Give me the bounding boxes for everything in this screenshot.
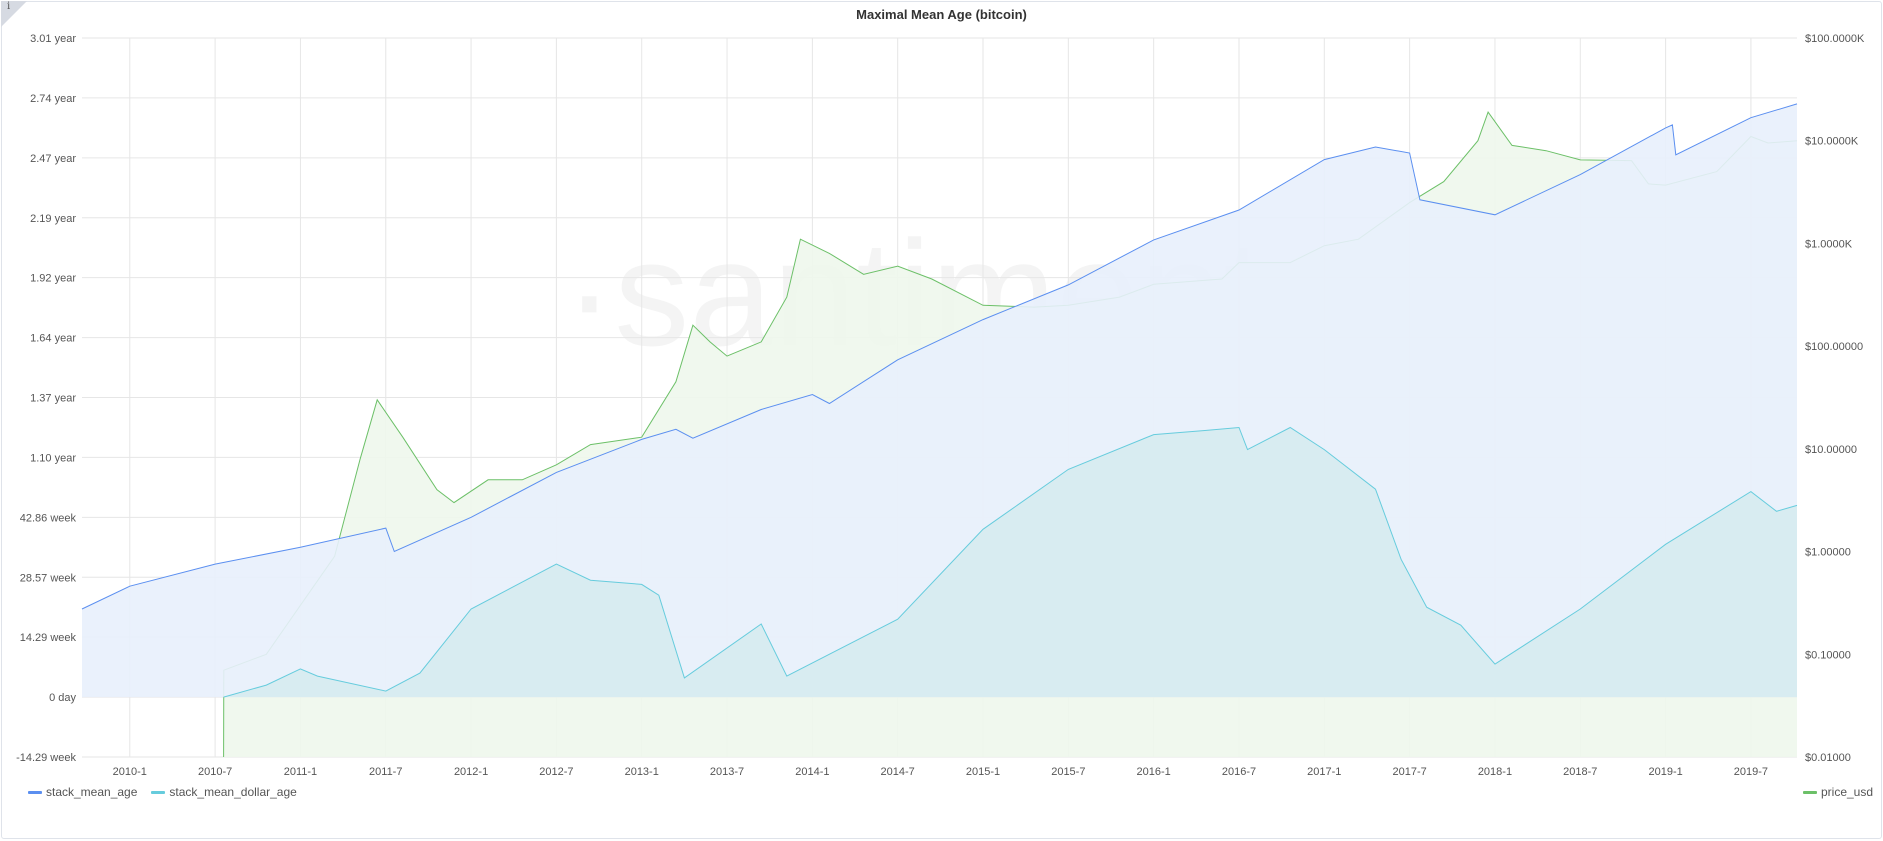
chart-title: Maximal Mean Age (bitcoin)	[856, 7, 1027, 22]
x-tick-label: 2015-1	[966, 766, 1000, 778]
x-tick-label: 2016-7	[1222, 766, 1256, 778]
x-tick-label: 2010-1	[113, 766, 147, 778]
legend-left: stack_mean_age stack_mean_dollar_age	[28, 785, 297, 799]
x-tick-label: 2013-7	[710, 766, 744, 778]
x-tick-label: 2017-7	[1392, 766, 1426, 778]
x-tick-label: 2010-7	[198, 766, 232, 778]
y-left-tick-label: 42.86 week	[20, 512, 77, 524]
y-left-tick-label: 14.29 week	[20, 632, 77, 644]
x-tick-label: 2015-7	[1051, 766, 1085, 778]
y-left-tick-label: 2.47 year	[30, 153, 76, 165]
y-left-tick-label: 1.37 year	[30, 393, 76, 405]
x-tick-label: 2012-1	[454, 766, 488, 778]
x-tick-label: 2016-1	[1137, 766, 1171, 778]
series-line-stack-mean-dollar-age	[223, 426, 1798, 698]
y-right-tick-label: $1.00000	[1805, 547, 1851, 559]
y-right-tick-label: $100.0000K	[1805, 33, 1865, 45]
y-left-tick-label: -14.29 week	[16, 752, 76, 764]
y-left-tick-label: 0 day	[49, 692, 76, 704]
y-right-tick-label: $1.0000K	[1805, 238, 1853, 250]
series-line-price-usd	[223, 111, 1798, 758]
y-left-tick-label: 1.10 year	[30, 452, 76, 464]
y-left-tick-label: 3.01 year	[30, 33, 76, 45]
y-right-tick-label: $10.0000K	[1805, 136, 1859, 148]
x-tick-label: 2019-1	[1648, 766, 1682, 778]
x-tick-label: 2011-7	[369, 766, 402, 778]
x-tick-label: 2011-1	[284, 766, 317, 778]
legend-swatch-stack-mean-dollar-age	[151, 790, 166, 794]
legend-swatch-stack-mean-age	[28, 790, 42, 794]
x-tick-label: 2013-1	[625, 766, 659, 778]
y-right-tick-label: $0.01000	[1805, 752, 1851, 764]
series-line-stack-mean-age	[81, 103, 1798, 610]
legend-item-stack-mean-dollar-age[interactable]: stack_mean_dollar_age	[169, 785, 297, 799]
x-tick-label: 2014-7	[881, 766, 915, 778]
y-right-tick-label: $0.10000	[1805, 649, 1851, 661]
legend-right: price_usd	[1803, 785, 1873, 799]
y-left-tick-label: 1.92 year	[30, 273, 76, 285]
x-tick-label: 2019-7	[1734, 766, 1768, 778]
x-tick-label: 2018-7	[1563, 766, 1597, 778]
x-tick-label: 2014-1	[795, 766, 829, 778]
info-icon[interactable]: i	[1, 1, 27, 27]
series-area-stack-mean-dollar-age	[223, 427, 1798, 698]
x-tick-label: 2018-1	[1478, 766, 1512, 778]
x-tick-label: 2017-1	[1307, 766, 1341, 778]
y-right-tick-label: $10.00000	[1805, 444, 1857, 456]
y-left-tick-label: 28.57 week	[20, 572, 77, 584]
y-left-tick-label: 1.64 year	[30, 333, 76, 345]
y-left-tick-label: 2.19 year	[30, 213, 76, 225]
y-right-tick-label: $100.00000	[1805, 341, 1863, 353]
y-left-tick-label: 2.74 year	[30, 93, 76, 105]
legend-item-price-usd[interactable]: price_usd	[1821, 785, 1874, 799]
legend-item-stack-mean-age[interactable]: stack_mean_age	[46, 785, 138, 799]
legend-swatch-price-usd	[1803, 790, 1817, 794]
x-tick-label: 2012-7	[539, 766, 573, 778]
